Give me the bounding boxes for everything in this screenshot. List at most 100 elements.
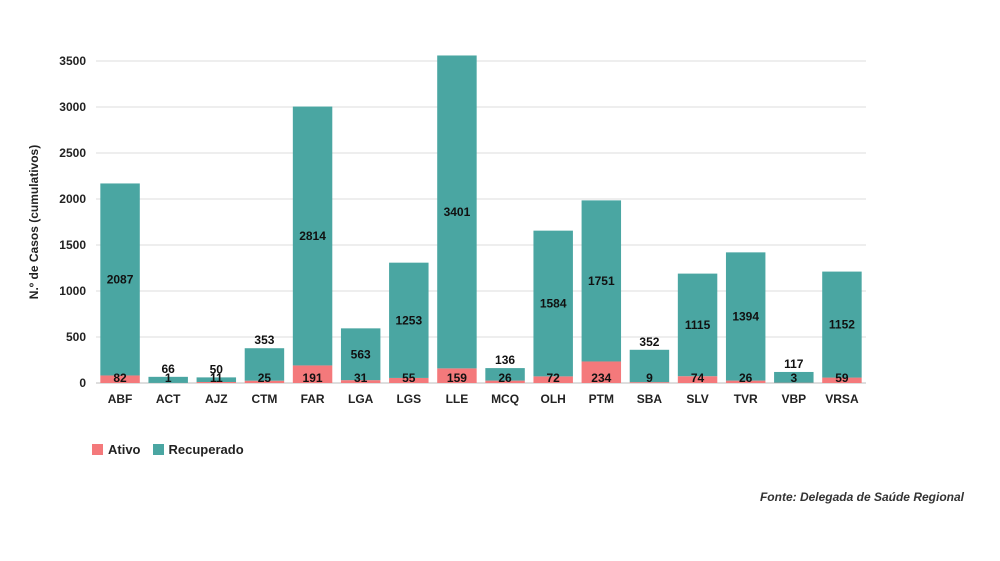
bar-ativo <box>100 375 140 383</box>
x-tick-label: MCQ <box>491 392 519 406</box>
bar-recuperado <box>244 348 285 381</box>
data-label-ativo: 191 <box>303 371 323 385</box>
data-label-recuperado: 50 <box>210 362 224 376</box>
bar-ativo <box>196 381 237 383</box>
data-label-recuperado: 1253 <box>395 313 422 327</box>
bar-recuperado <box>196 377 237 382</box>
x-tick-label: OLH <box>541 392 566 406</box>
bar-recuperado <box>533 230 573 377</box>
bar-ativo <box>389 377 429 383</box>
data-label-recuperado: 352 <box>639 335 659 349</box>
legend-swatch-recuperado <box>152 444 164 455</box>
data-label-ativo: 26 <box>498 371 512 385</box>
data-label-recuperado: 117 <box>784 357 804 371</box>
data-label-ativo: 31 <box>354 371 368 385</box>
data-label-ativo: 9 <box>646 371 653 385</box>
x-tick-label: ABF <box>108 392 133 406</box>
x-tick-label: SLV <box>686 392 708 406</box>
bar-ativo <box>437 368 477 383</box>
y-tick-label: 2500 <box>59 146 86 160</box>
source-note: Fonte: Delegada de Saúde Regional <box>759 490 964 504</box>
y-tick-label: 500 <box>66 330 86 344</box>
data-label-ativo: 11 <box>210 371 223 385</box>
bars <box>100 55 862 383</box>
data-label-recuperado: 2814 <box>299 229 326 243</box>
legend-item-recuperado: Recuperado <box>152 442 244 457</box>
bar-recuperado <box>292 106 333 366</box>
data-label-ativo: 55 <box>402 371 416 385</box>
bar-ativo <box>292 365 333 383</box>
data-label-recuperado: 136 <box>495 353 515 367</box>
x-tick-label: CTM <box>251 392 277 406</box>
bar-recuperado <box>485 368 525 381</box>
y-axis-ticks: 0 500 1000 1500 2000 2500 3000 3500 <box>59 54 86 390</box>
bar-ativo <box>340 380 381 383</box>
x-tick-label: LGS <box>396 392 421 406</box>
data-label-recuperado: 3401 <box>444 205 471 219</box>
data-label-recuperado: 1394 <box>732 309 759 323</box>
x-tick-label: SBA <box>637 392 663 406</box>
data-label-ativo: 72 <box>547 371 561 385</box>
x-tick-label: VRSA <box>825 392 859 406</box>
y-tick-label: 2000 <box>59 192 86 206</box>
bar-recuperado <box>629 349 670 383</box>
bar-recuperado <box>725 252 766 381</box>
bar-ativo <box>533 376 573 383</box>
bar-ativo <box>677 376 718 383</box>
data-label-recuperado: 353 <box>254 333 274 347</box>
data-label-ativo: 59 <box>835 371 849 385</box>
data-label-recuperado: 563 <box>351 347 371 361</box>
data-label-ativo: 25 <box>258 371 272 385</box>
data-label-recuperado: 2087 <box>107 272 134 286</box>
bar-recuperado <box>774 371 814 383</box>
bar-recuperado <box>148 376 188 383</box>
bar-recuperado <box>340 328 381 381</box>
data-label-ativo: 82 <box>113 371 127 385</box>
x-tick-label: AJZ <box>205 392 228 406</box>
data-label-recuperado: 1751 <box>588 274 615 288</box>
data-label-ativo: 234 <box>591 371 611 385</box>
gridlines <box>96 60 866 384</box>
x-tick-label: FAR <box>301 392 325 406</box>
y-tick-label: 3000 <box>59 100 86 114</box>
bar-ativo <box>485 380 525 383</box>
x-tick-label: ACT <box>156 392 181 406</box>
data-label-ativo: 1 <box>165 371 172 385</box>
y-tick-label: 1500 <box>59 238 86 252</box>
bar-recuperado <box>100 183 140 376</box>
y-tick-label: 0 <box>79 376 86 390</box>
bar-ativo <box>581 361 622 383</box>
data-label-recuperado: 66 <box>162 362 176 376</box>
bar-recuperado <box>822 271 862 378</box>
bar-recuperado <box>437 55 477 369</box>
bar-recuperado <box>389 262 429 378</box>
data-label-recuperado: 1584 <box>540 297 567 311</box>
bar-recuperado <box>581 200 622 362</box>
data-label-ativo: 159 <box>447 371 467 385</box>
data-label-recuperado: 1152 <box>829 318 855 332</box>
x-axis-ticks: ABF ACT AJZ CTM FAR LGA LGS LLE MCQ OLH PTM SBA SLV T… <box>108 392 859 406</box>
bar-ativo <box>725 380 766 383</box>
data-label-ativo: 74 <box>691 371 705 385</box>
x-tick-label: LLE <box>446 392 469 406</box>
x-tick-label: VBP <box>781 392 806 406</box>
bar-ativo <box>629 382 670 383</box>
legend-item-ativo: Ativo <box>92 442 141 457</box>
y-tick-label: 1000 <box>59 284 86 298</box>
bar-ativo <box>244 380 285 383</box>
legend-label-recuperado: Recuperado <box>168 442 244 457</box>
y-axis-label: N.º de Casos (cumulativos) <box>27 145 41 299</box>
legend-swatch-ativo <box>92 444 103 455</box>
data-label-ativo: 26 <box>739 371 753 385</box>
x-tick-label: PTM <box>589 392 614 406</box>
bar-recuperado <box>677 273 718 377</box>
stacked-bar-chart: 0 500 1000 1500 2000 2500 3000 3500 2087 82 661 50… <box>27 54 866 406</box>
legend-label-ativo: Ativo <box>108 442 141 457</box>
y-tick-label: 3500 <box>59 54 86 68</box>
data-label-recuperado: 1115 <box>685 318 711 332</box>
x-tick-label: TVR <box>734 392 758 406</box>
legend: Ativo Recuperado <box>92 442 244 457</box>
data-label-ativo: 3 <box>790 371 797 385</box>
bar-ativo <box>822 377 862 383</box>
